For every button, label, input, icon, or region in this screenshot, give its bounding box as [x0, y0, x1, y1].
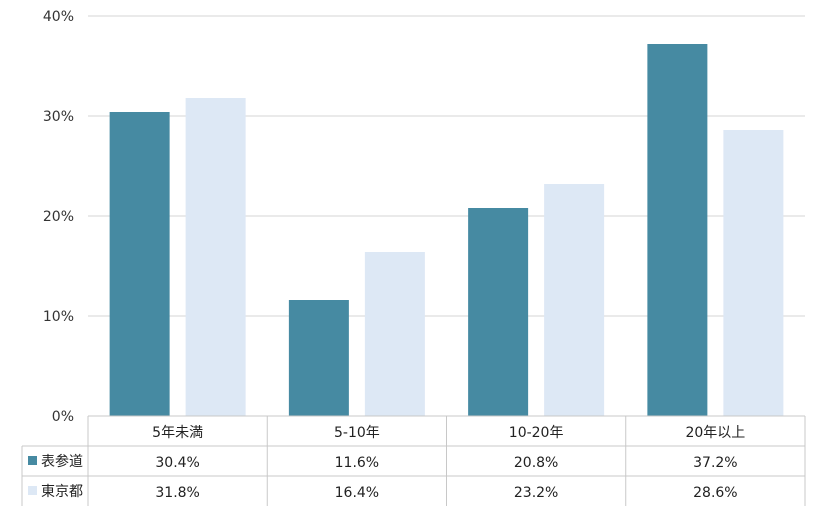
bar: [723, 130, 784, 416]
data-label: 16.4%: [335, 485, 379, 501]
y-tick-label: 40%: [43, 9, 74, 25]
bar: [109, 112, 170, 416]
y-tick-label: 0%: [52, 409, 74, 425]
bar: [647, 44, 708, 416]
x-tick-label: 10-20年: [509, 425, 564, 441]
x-tick-label: 5-10年: [334, 425, 380, 441]
data-label: 20.8%: [514, 455, 558, 471]
legend-label: 東京都: [41, 484, 83, 500]
bar: [288, 300, 349, 416]
data-label: 23.2%: [514, 485, 558, 501]
data-label: 31.8%: [155, 485, 199, 501]
bar: [185, 98, 246, 416]
data-label: 28.6%: [693, 485, 737, 501]
bar: [364, 252, 425, 416]
y-tick-label: 30%: [43, 109, 74, 125]
y-tick-label: 20%: [43, 209, 74, 225]
bar: [544, 184, 605, 416]
data-label: 30.4%: [155, 455, 199, 471]
legend-swatch: [28, 486, 37, 495]
bar: [468, 208, 529, 416]
legend-swatch: [28, 456, 37, 465]
data-label: 11.6%: [335, 455, 379, 471]
y-tick-label: 10%: [43, 309, 74, 325]
data-label: 37.2%: [693, 455, 737, 471]
x-tick-label: 20年以上: [685, 425, 745, 441]
x-tick-label: 5年未満: [152, 425, 203, 441]
legend-label: 表参道: [41, 453, 83, 470]
bars: [109, 44, 784, 416]
y-axis-ticks: 0% 10% 20% 30% 40%: [43, 9, 74, 425]
